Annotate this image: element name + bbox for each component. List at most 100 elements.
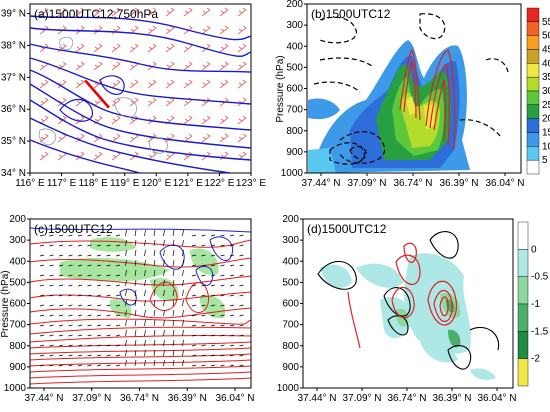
- panel-d-x-ticks: 37.44° N 37.09° N 36.74° N 36.39° N 36.04° N: [297, 388, 517, 404]
- wind-vector: [115, 334, 121, 337]
- y-tick-label: 700: [9, 320, 26, 331]
- wind-vector: [39, 364, 45, 367]
- wind-vector: [191, 234, 197, 237]
- panel-d-red-contours: [347, 242, 458, 349]
- wind-vector: [49, 354, 54, 357]
- wind-vector: [220, 254, 225, 257]
- wind-vector: [39, 324, 45, 327]
- wind-vector: [191, 294, 197, 297]
- wind-vector: [172, 359, 175, 367]
- wind-vector: [58, 304, 64, 307]
- wind-vector: [134, 349, 137, 357]
- y-tick-label: 39° N: [1, 9, 26, 20]
- wind-vector: [229, 274, 235, 277]
- wind-barb: [165, 43, 175, 53]
- colorbar-swatch: [517, 276, 529, 305]
- wind-vector: [134, 299, 137, 307]
- wind-vector: [49, 254, 54, 257]
- wind-vector: [106, 314, 111, 317]
- wind-barb: [147, 43, 157, 53]
- wind-vector: [106, 294, 111, 297]
- wind-vector: [134, 309, 137, 317]
- colorbar-swatch: [517, 221, 529, 250]
- wind-vector: [172, 349, 175, 357]
- wind-vector: [115, 324, 121, 327]
- wind-vector: [201, 274, 206, 277]
- colorbar-swatch: [517, 249, 529, 277]
- wind-vector: [49, 304, 54, 307]
- wind-vector: [201, 354, 206, 357]
- wind-vector: [220, 324, 225, 327]
- wind-barb: [201, 61, 211, 71]
- wind-vector: [191, 264, 197, 267]
- wind-vector: [87, 354, 92, 357]
- wind-barb: [75, 61, 85, 71]
- colorbar-label: -0.5: [531, 272, 549, 283]
- wind-vector: [201, 344, 206, 347]
- wind-vector: [125, 359, 127, 367]
- wind-vector: [239, 344, 244, 347]
- colorbar-swatch: [526, 76, 540, 92]
- y-tick-label: 900: [286, 147, 303, 158]
- wind-vector: [96, 304, 102, 307]
- x-tick-label: 36.39° N: [439, 178, 478, 189]
- wind-vector: [106, 364, 111, 367]
- wind-vector: [229, 334, 235, 337]
- wind-barb: [165, 115, 175, 125]
- wind-vector: [201, 234, 206, 237]
- wind-vector: [191, 344, 197, 347]
- wind-vector: [39, 254, 45, 257]
- wind-barb: [129, 43, 139, 53]
- wind-vector: [87, 284, 92, 287]
- wind-vector: [229, 304, 235, 307]
- wind-vector: [153, 349, 156, 357]
- wind-vector: [39, 304, 45, 307]
- y-tick-label: 200: [286, 0, 303, 10]
- wind-barb: [165, 7, 175, 17]
- wind-vector: [77, 284, 83, 287]
- wind-vector: [87, 274, 92, 277]
- wind-vector: [144, 349, 146, 357]
- wind-barb: [39, 151, 49, 161]
- wind-vector: [172, 329, 175, 337]
- wind-vector: [134, 269, 137, 277]
- wind-vector: [125, 339, 127, 347]
- wind-vector: [182, 269, 184, 277]
- wind-vector: [220, 264, 225, 267]
- wind-barb: [39, 133, 49, 143]
- wind-vector: [163, 229, 165, 237]
- wind-barb: [183, 7, 193, 17]
- wind-barb: [111, 115, 121, 125]
- wind-vector: [182, 299, 184, 307]
- y-tick-label: 600: [9, 299, 26, 310]
- wind-vector: [182, 229, 184, 237]
- wind-vector: [172, 319, 175, 327]
- wind-vector: [201, 264, 206, 267]
- x-tick-label: 120° E: [141, 178, 171, 189]
- colorbar-label: 25: [542, 100, 550, 111]
- wind-vector: [87, 294, 92, 297]
- wind-barb: [111, 43, 121, 53]
- wind-vector: [96, 294, 102, 297]
- panel-c-red-contours: [29, 239, 252, 385]
- wind-vector: [115, 314, 121, 317]
- wind-vector: [68, 324, 73, 327]
- x-tick-label: 122° E: [204, 178, 234, 189]
- wind-vector: [172, 229, 175, 237]
- wind-vector: [77, 264, 83, 267]
- wind-vector: [68, 314, 73, 317]
- x-tick-label: 36.04° N: [485, 178, 524, 189]
- y-tick-label: 1000: [281, 168, 304, 179]
- wind-vector: [229, 344, 235, 347]
- wind-vector: [49, 284, 54, 287]
- y-tick-label: 400: [9, 256, 26, 267]
- wind-vector: [58, 324, 64, 327]
- wind-vector: [153, 329, 156, 337]
- wind-vector: [191, 314, 197, 317]
- wind-barb: [183, 79, 193, 89]
- y-tick-label: 500: [286, 62, 303, 73]
- wind-vector: [68, 354, 73, 357]
- wind-vector: [182, 289, 184, 297]
- wind-vector: [115, 254, 121, 257]
